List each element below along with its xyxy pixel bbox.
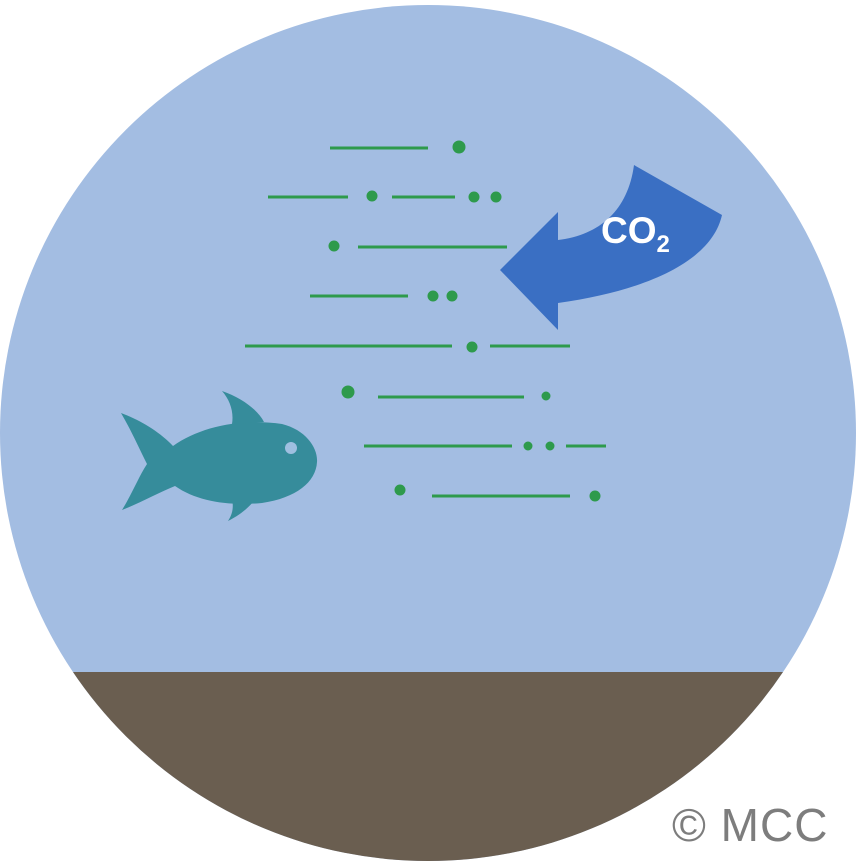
copyright-notice: © MCC [672,799,829,851]
co2-arrow-icon: CO2 [500,165,722,330]
fish-icon [121,391,318,521]
co2-label: CO2 [601,210,670,258]
plankton-lines [245,140,606,502]
fish-eye [285,442,297,454]
